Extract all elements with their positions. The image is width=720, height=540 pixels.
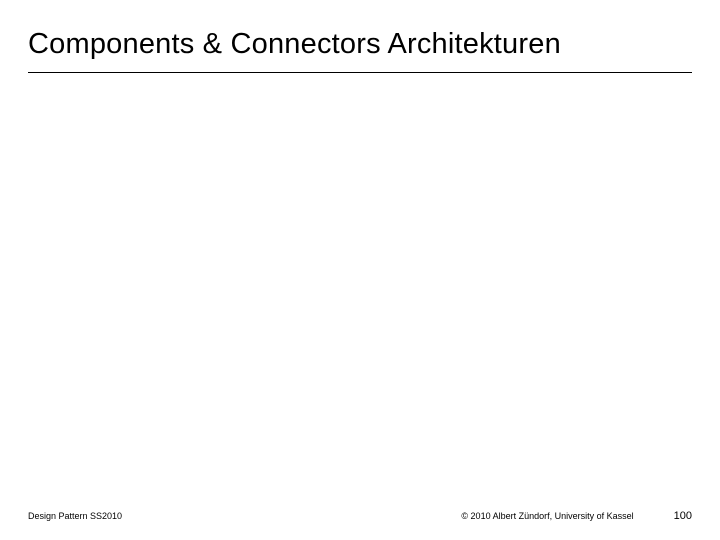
footer-page-number: 100 [674, 510, 692, 522]
footer-copyright: © 2010 Albert Zündorf, University of Kas… [461, 511, 633, 521]
slide-title: Components & Connectors Architekturen [28, 28, 692, 61]
slide: Components & Connectors Architekturen De… [0, 0, 720, 540]
slide-footer: Design Pattern SS2010 © 2010 Albert Zünd… [28, 510, 692, 522]
title-divider [28, 72, 692, 73]
footer-right: © 2010 Albert Zündorf, University of Kas… [461, 510, 692, 522]
footer-course: Design Pattern SS2010 [28, 511, 122, 521]
